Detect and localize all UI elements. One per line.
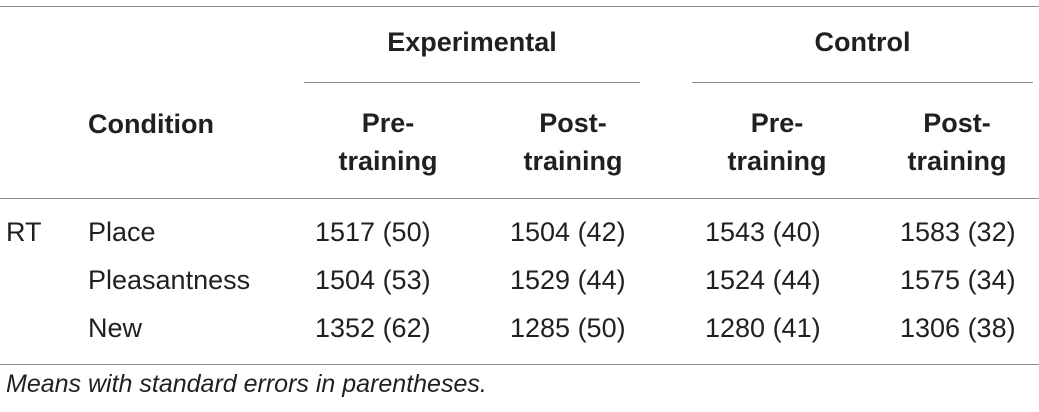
cell-value: 1504 (42) <box>510 217 626 247</box>
condition-header: Condition <box>88 109 214 139</box>
row-condition: Place <box>88 217 156 247</box>
group-header-control: Control <box>814 27 911 57</box>
row-condition: Pleasantness <box>88 265 251 295</box>
group-header-experimental: Experimental <box>387 27 557 57</box>
subheader-line2: training <box>907 146 1007 176</box>
subheader-line2: training <box>523 146 623 176</box>
control-group-rule <box>692 82 1033 83</box>
cell-value: 1524 (44) <box>705 265 821 295</box>
cell-value: 1583 (32) <box>900 217 1016 247</box>
subheader-line2: training <box>338 146 438 176</box>
cell-value: 1285 (50) <box>510 313 626 343</box>
experimental-group-rule <box>304 82 640 83</box>
cell-value: 1575 (34) <box>900 265 1016 295</box>
cell-value: 1517 (50) <box>315 217 431 247</box>
measure-label: RT <box>6 217 42 247</box>
cell-value: 1504 (53) <box>315 265 431 295</box>
cell-value: 1543 (40) <box>705 217 821 247</box>
table-bottom-rule <box>0 364 1039 365</box>
subheader-exp-post: Post- training <box>488 104 658 180</box>
subheader-line1: Post- <box>923 108 991 138</box>
cell-value: 1352 (62) <box>315 313 431 343</box>
subheader-ctrl-post: Post- training <box>872 104 1039 180</box>
cell-value: 1306 (38) <box>900 313 1016 343</box>
top-rule <box>0 6 1039 7</box>
subheader-line1: Post- <box>539 108 607 138</box>
subheader-ctrl-pre: Pre- training <box>692 104 862 180</box>
table-footnote: Means with standard errors in parenthese… <box>6 370 487 398</box>
subheader-line2: training <box>727 146 827 176</box>
subheader-line1: Pre- <box>361 108 415 138</box>
subheader-line1: Pre- <box>750 108 804 138</box>
cell-value: 1529 (44) <box>510 265 626 295</box>
subheader-exp-pre: Pre- training <box>304 104 472 180</box>
header-bottom-rule <box>0 198 1039 199</box>
cell-value: 1280 (41) <box>705 313 821 343</box>
row-condition: New <box>88 313 143 343</box>
